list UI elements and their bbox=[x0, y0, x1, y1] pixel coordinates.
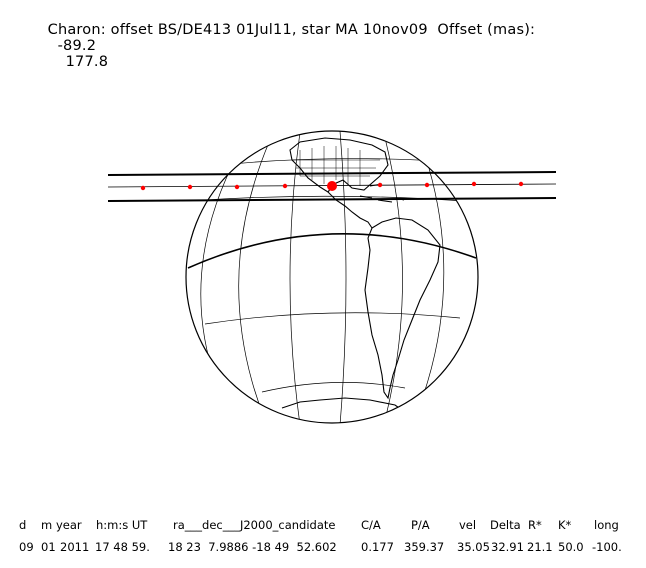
track-dot bbox=[377, 182, 383, 188]
vel-value: 35.05 bbox=[457, 540, 490, 554]
offset-ra-value: -89.2 bbox=[57, 38, 97, 54]
col-time-header: h:m:s UT bbox=[96, 518, 148, 532]
radec-value: 18 23 7.9886 -18 49 52.602 bbox=[168, 540, 337, 554]
track-dot bbox=[282, 183, 288, 189]
caribbean-islands bbox=[359, 183, 405, 203]
plot-title: Charon: offset BS/DE413 01Jul11, star MA… bbox=[38, 6, 535, 70]
track-dot bbox=[518, 181, 524, 187]
north-america-coastline bbox=[289, 137, 389, 193]
col-day-header: d bbox=[19, 518, 27, 532]
track-dot bbox=[424, 182, 430, 188]
col-long-header: long bbox=[594, 518, 619, 532]
col-pa-header: P/A bbox=[411, 518, 430, 532]
closest-approach-dot bbox=[327, 181, 337, 191]
antarctica-coastline bbox=[281, 397, 403, 411]
kstar-value: 50.0 bbox=[558, 540, 584, 554]
pa-value: 359.37 bbox=[404, 540, 445, 554]
track-dot bbox=[140, 185, 146, 191]
latitude-line bbox=[261, 382, 406, 393]
globe-limb bbox=[185, 130, 479, 424]
col-rstar-header: R* bbox=[528, 518, 542, 532]
shadow-north-limit bbox=[107, 171, 557, 176]
meridian-line bbox=[339, 131, 347, 423]
track-dot bbox=[187, 184, 193, 190]
occultation-globe-map bbox=[107, 130, 557, 424]
col-kstar-header: K* bbox=[558, 518, 572, 532]
offset-dec-value: 177.8 bbox=[65, 54, 109, 70]
col-month-header: m bbox=[41, 518, 53, 532]
long-value: -100. bbox=[592, 540, 622, 554]
meridian-line bbox=[289, 131, 301, 423]
title-text: Charon: offset BS/DE413 01Jul11, star MA… bbox=[47, 22, 536, 38]
col-year-header: year bbox=[56, 518, 82, 532]
shadow-south-limit bbox=[107, 197, 557, 202]
time-value: 17 48 59. bbox=[95, 540, 150, 554]
col-delta-header: Delta bbox=[490, 518, 521, 532]
south-america-coastline bbox=[364, 217, 441, 400]
col-ca-header: C/A bbox=[361, 518, 381, 532]
month-value: 01 bbox=[41, 540, 56, 554]
latitude-line bbox=[204, 312, 461, 325]
rstar-value: 21.1 bbox=[527, 540, 553, 554]
col-radec-header: ra___dec___J2000_candidate bbox=[173, 518, 336, 532]
track-dot bbox=[471, 181, 477, 187]
terminator-line bbox=[187, 233, 477, 269]
meridian-line bbox=[238, 139, 271, 421]
meridian-line bbox=[419, 154, 445, 406]
year-value: 2011 bbox=[60, 540, 90, 554]
day-value: 09 bbox=[19, 540, 34, 554]
state-borders bbox=[292, 146, 380, 186]
meridian-line bbox=[384, 137, 403, 421]
track-dot bbox=[234, 184, 240, 190]
ca-value: 0.177 bbox=[361, 540, 394, 554]
delta-value: 32.91 bbox=[491, 540, 524, 554]
col-vel-header: vel bbox=[459, 518, 477, 532]
